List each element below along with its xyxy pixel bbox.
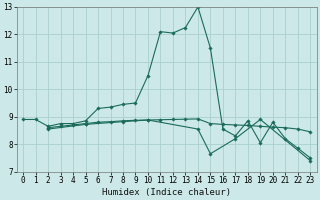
X-axis label: Humidex (Indice chaleur): Humidex (Indice chaleur)	[102, 188, 231, 197]
